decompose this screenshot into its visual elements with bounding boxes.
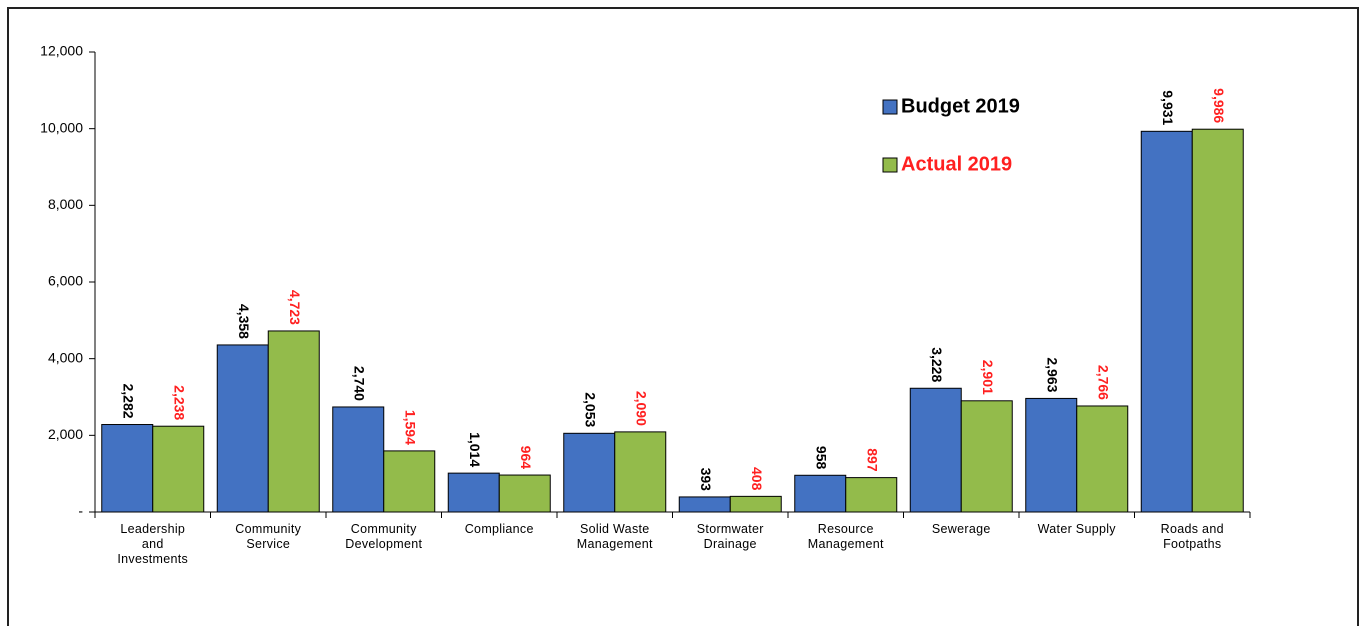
x-tick-label: Resource Management (807, 522, 884, 551)
value-label: 2,053 (583, 392, 599, 427)
value-label: 2,740 (352, 366, 368, 401)
bar (678, 496, 731, 513)
value-label: 897 (865, 448, 881, 472)
bar (909, 387, 962, 513)
y-tick-label: 8,000 (48, 196, 83, 212)
bar (447, 472, 500, 513)
bar (563, 432, 616, 513)
legend-swatch (882, 157, 898, 173)
value-label: 2,090 (634, 391, 650, 426)
bar (101, 424, 154, 513)
bar (383, 450, 436, 513)
value-label: 3,228 (929, 347, 945, 382)
y-tick-label: 12,000 (40, 43, 83, 59)
x-tick-label: Community Service (235, 522, 302, 551)
legend-label: Actual 2019 (901, 153, 1012, 175)
value-label: 4,723 (287, 290, 303, 325)
value-label: 958 (814, 446, 830, 470)
bar (1140, 130, 1193, 513)
bar (152, 425, 205, 513)
bar (1025, 397, 1078, 513)
frame (7, 7, 1359, 626)
bar (498, 474, 551, 513)
bar (960, 400, 1013, 513)
x-tick-label: Solid Waste Management (576, 522, 653, 551)
y-tick-label: - (78, 503, 83, 519)
value-label: 9,986 (1211, 88, 1227, 123)
y-tick-label: 4,000 (48, 349, 83, 365)
bar (729, 495, 782, 513)
y-tick-label: 6,000 (48, 273, 83, 289)
bar (614, 431, 667, 513)
value-label: 2,238 (172, 385, 188, 420)
value-label: 1,594 (403, 410, 419, 445)
x-tick-label: Water Supply (1037, 522, 1116, 536)
y-tick-label: 10,000 (40, 119, 83, 135)
x-tick-label: Compliance (464, 522, 534, 536)
y-tick-label: 2,000 (48, 426, 83, 442)
value-label: 2,901 (980, 360, 996, 395)
bar (1191, 128, 1244, 513)
value-label: 4,358 (236, 304, 252, 339)
x-tick-label: Community Development (345, 522, 423, 551)
bar (1076, 405, 1129, 513)
value-label: 2,282 (121, 383, 137, 418)
legend-label: Budget 2019 (901, 95, 1020, 117)
bar (845, 477, 898, 513)
value-label: 2,766 (1096, 365, 1112, 400)
value-label: 1,014 (467, 432, 483, 467)
bar (794, 474, 847, 513)
legend-swatch (882, 99, 898, 115)
bar (216, 344, 269, 513)
bar (332, 406, 385, 513)
x-tick-label: Leadership and Investments (117, 522, 189, 566)
value-label: 9,931 (1160, 90, 1176, 125)
value-label: 964 (518, 446, 534, 470)
value-label: 408 (749, 467, 765, 491)
bar (267, 330, 320, 513)
value-label: 393 (698, 468, 714, 492)
x-tick-label: Stormwater Drainage (696, 522, 764, 551)
x-tick-label: Sewerage (931, 522, 991, 536)
value-label: 2,963 (1045, 357, 1061, 392)
x-tick-label: Roads and Footpaths (1160, 522, 1224, 551)
